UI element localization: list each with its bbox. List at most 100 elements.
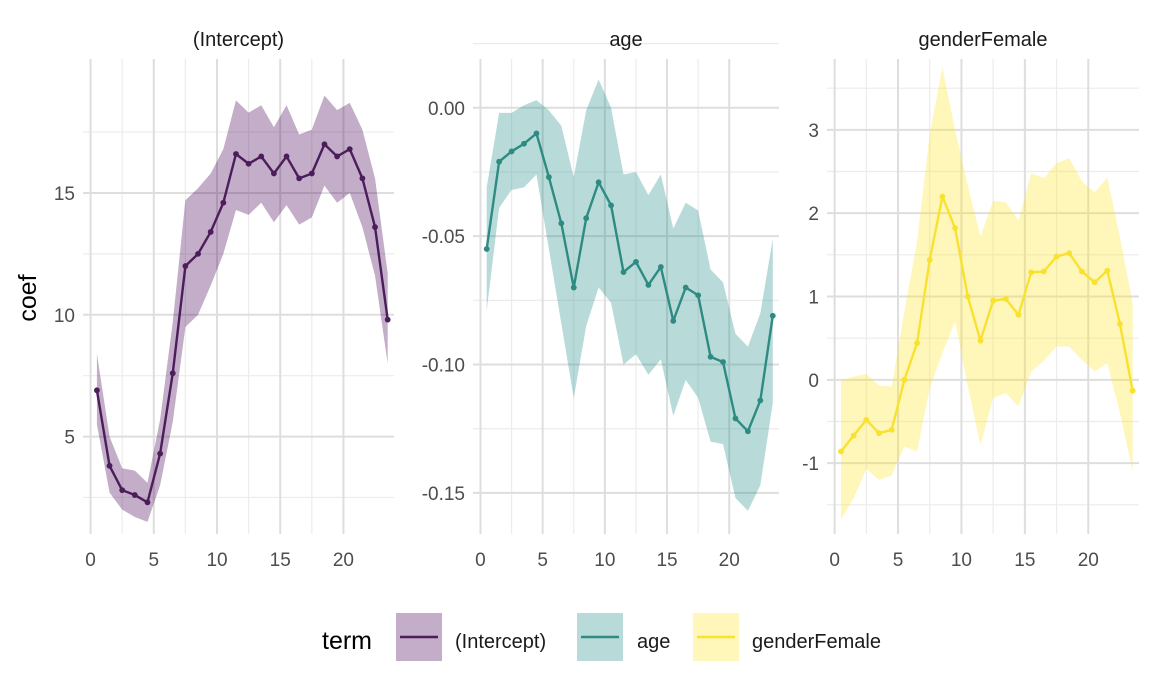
data-point	[359, 175, 366, 182]
data-point	[952, 225, 958, 232]
data-point	[346, 146, 353, 153]
data-point	[1117, 321, 1123, 327]
data-point	[732, 415, 739, 422]
y-tick-label: 0.00	[428, 99, 465, 120]
legend: term (Intercept) age genderFemale	[322, 613, 881, 661]
legend-title: term	[322, 627, 372, 655]
y-tick-label: 1	[808, 288, 819, 309]
y-tick-label: 3	[808, 121, 819, 142]
data-point	[888, 426, 895, 433]
data-point	[608, 202, 614, 209]
x-tick-label: 15	[1014, 550, 1035, 571]
panel-grid	[827, 59, 1139, 534]
panel-intercept: (Intercept) 5 10 15 0 5 10 15 20	[54, 29, 394, 571]
confidence-ribbon	[96, 95, 388, 522]
data-point	[1040, 268, 1047, 275]
data-point	[570, 284, 577, 291]
data-point	[496, 158, 503, 165]
legend-key-age	[577, 613, 623, 661]
data-point	[1091, 279, 1098, 286]
data-point	[334, 153, 341, 160]
data-point	[964, 293, 971, 300]
data-point	[220, 199, 227, 206]
data-point	[838, 448, 844, 455]
data-point	[757, 397, 764, 404]
data-point	[182, 263, 189, 269]
data-point	[157, 450, 164, 457]
legend-key-genderfemale	[693, 613, 739, 661]
data-point	[1015, 311, 1022, 318]
y-tick-label: 0	[808, 371, 819, 392]
x-tick-label: 5	[149, 550, 160, 571]
data-point	[1129, 387, 1136, 394]
data-point	[695, 292, 702, 299]
panel-strip-label: (Intercept)	[193, 29, 284, 51]
data-point	[863, 416, 870, 423]
data-point	[707, 353, 714, 360]
data-point	[245, 160, 252, 167]
data-point	[645, 282, 652, 288]
data-point	[483, 246, 490, 252]
y-tick-label: -0.15	[422, 484, 465, 505]
data-point	[106, 462, 113, 469]
x-tick-label: 15	[270, 550, 291, 571]
data-point	[1028, 269, 1035, 276]
data-point	[119, 487, 126, 494]
data-point	[977, 337, 984, 344]
data-point	[131, 492, 138, 498]
data-point	[901, 376, 908, 383]
data-point	[384, 316, 391, 323]
data-point	[270, 170, 277, 177]
data-point	[521, 140, 527, 147]
data-point	[657, 264, 664, 270]
legend-label-intercept: (Intercept)	[455, 631, 546, 653]
data-point	[670, 317, 677, 324]
y-tick-label: 10	[54, 306, 75, 327]
x-tick-label: 20	[333, 550, 354, 571]
data-point	[990, 297, 997, 304]
data-point	[533, 130, 540, 137]
data-point	[620, 269, 627, 276]
y-tick-label: -0.10	[422, 356, 465, 377]
x-tick-label: 0	[475, 550, 486, 571]
legend-label-age: age	[637, 631, 670, 653]
panel-grid	[83, 59, 394, 534]
y-tick-label: -0.05	[422, 227, 465, 248]
data-point	[144, 499, 151, 506]
legend-key-intercept	[396, 613, 442, 661]
data-point	[258, 153, 265, 160]
data-point	[926, 256, 933, 263]
data-point	[207, 229, 214, 235]
panel-strip-label: age	[609, 29, 642, 51]
data-point	[296, 175, 303, 182]
y-tick-label: 15	[54, 184, 75, 205]
x-tick-label: 0	[85, 550, 96, 571]
data-point	[850, 432, 857, 439]
x-tick-label: 20	[719, 550, 740, 571]
x-tick-label: 5	[893, 550, 904, 571]
data-point	[745, 428, 751, 435]
data-point	[914, 340, 920, 347]
data-point	[545, 174, 552, 181]
x-tick-label: 5	[537, 550, 548, 571]
panel-grid	[473, 42, 779, 534]
data-point	[1079, 268, 1085, 275]
data-point	[283, 153, 290, 160]
data-point	[1104, 267, 1111, 274]
data-point	[939, 193, 946, 200]
x-tick-label: 15	[656, 550, 677, 571]
panel-strip-label: genderFemale	[919, 29, 1048, 51]
legend-label-genderfemale: genderFemale	[752, 631, 881, 653]
data-point	[508, 148, 515, 155]
data-point	[1002, 296, 1009, 302]
data-point	[321, 141, 328, 148]
y-tick-label: -1	[802, 454, 819, 475]
x-tick-label: 0	[829, 550, 840, 571]
data-point	[169, 370, 176, 377]
data-point	[682, 284, 689, 291]
data-point	[583, 215, 590, 222]
confidence-ribbon	[486, 79, 773, 511]
y-tick-label: 5	[64, 428, 75, 449]
